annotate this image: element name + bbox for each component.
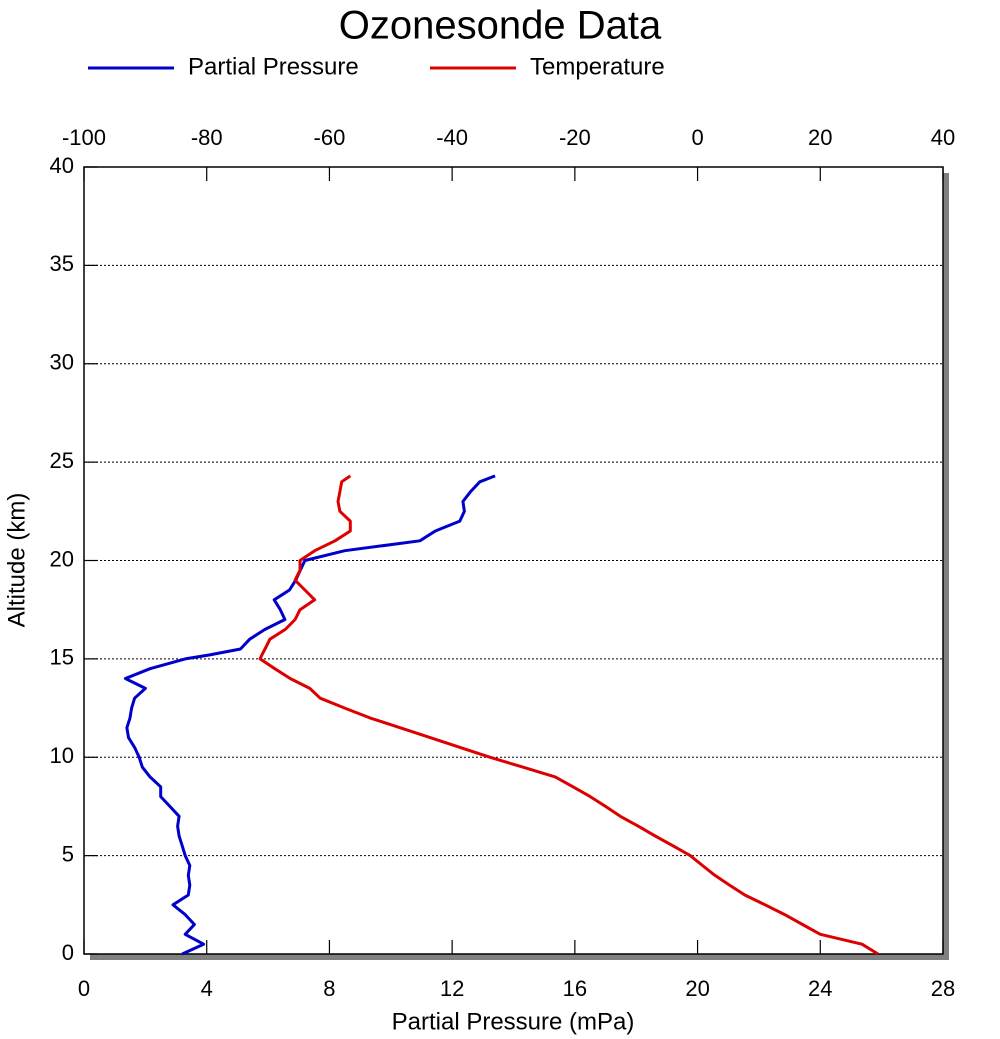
- x2-tick-label: -40: [436, 125, 468, 150]
- x2-tick-label: -60: [314, 125, 346, 150]
- y-tick-label: 35: [50, 251, 74, 276]
- y-tick-label: 20: [50, 546, 74, 571]
- y-tick-label: 25: [50, 448, 74, 473]
- y-tick-label: 15: [50, 645, 74, 670]
- x-tick-label: 0: [78, 976, 90, 1001]
- x2-tick-label: 0: [691, 125, 703, 150]
- y-tick-label: 10: [50, 743, 74, 768]
- x2-tick-label: -80: [191, 125, 223, 150]
- chart-title: Ozonesonde Data: [339, 4, 662, 48]
- series-line: [258, 474, 879, 956]
- y-tick-label: 40: [50, 153, 74, 178]
- x2-tick-label: 20: [808, 125, 832, 150]
- x-tick-label: 8: [323, 976, 335, 1001]
- legend-label: Temperature: [530, 53, 665, 80]
- x-tick-label: 20: [685, 976, 709, 1001]
- x-tick-label: 12: [440, 976, 464, 1001]
- y-tick-label: 5: [62, 841, 74, 866]
- series-line: [123, 474, 496, 956]
- x2-tick-label: 40: [931, 125, 955, 150]
- y-tick-label: 30: [50, 350, 74, 375]
- x-tick-label: 16: [563, 976, 587, 1001]
- x2-tick-label: -20: [559, 125, 591, 150]
- y-tick-label: 0: [62, 940, 74, 965]
- legend-label: Partial Pressure: [188, 53, 359, 80]
- x-tick-label: 28: [931, 976, 955, 1001]
- x-tick-label: 24: [808, 976, 832, 1001]
- y-axis-label: Altitude (km): [3, 493, 30, 628]
- x-tick-label: 4: [201, 976, 213, 1001]
- x2-tick-label: -100: [62, 125, 106, 150]
- x-axis-label: Partial Pressure (mPa): [392, 1008, 635, 1035]
